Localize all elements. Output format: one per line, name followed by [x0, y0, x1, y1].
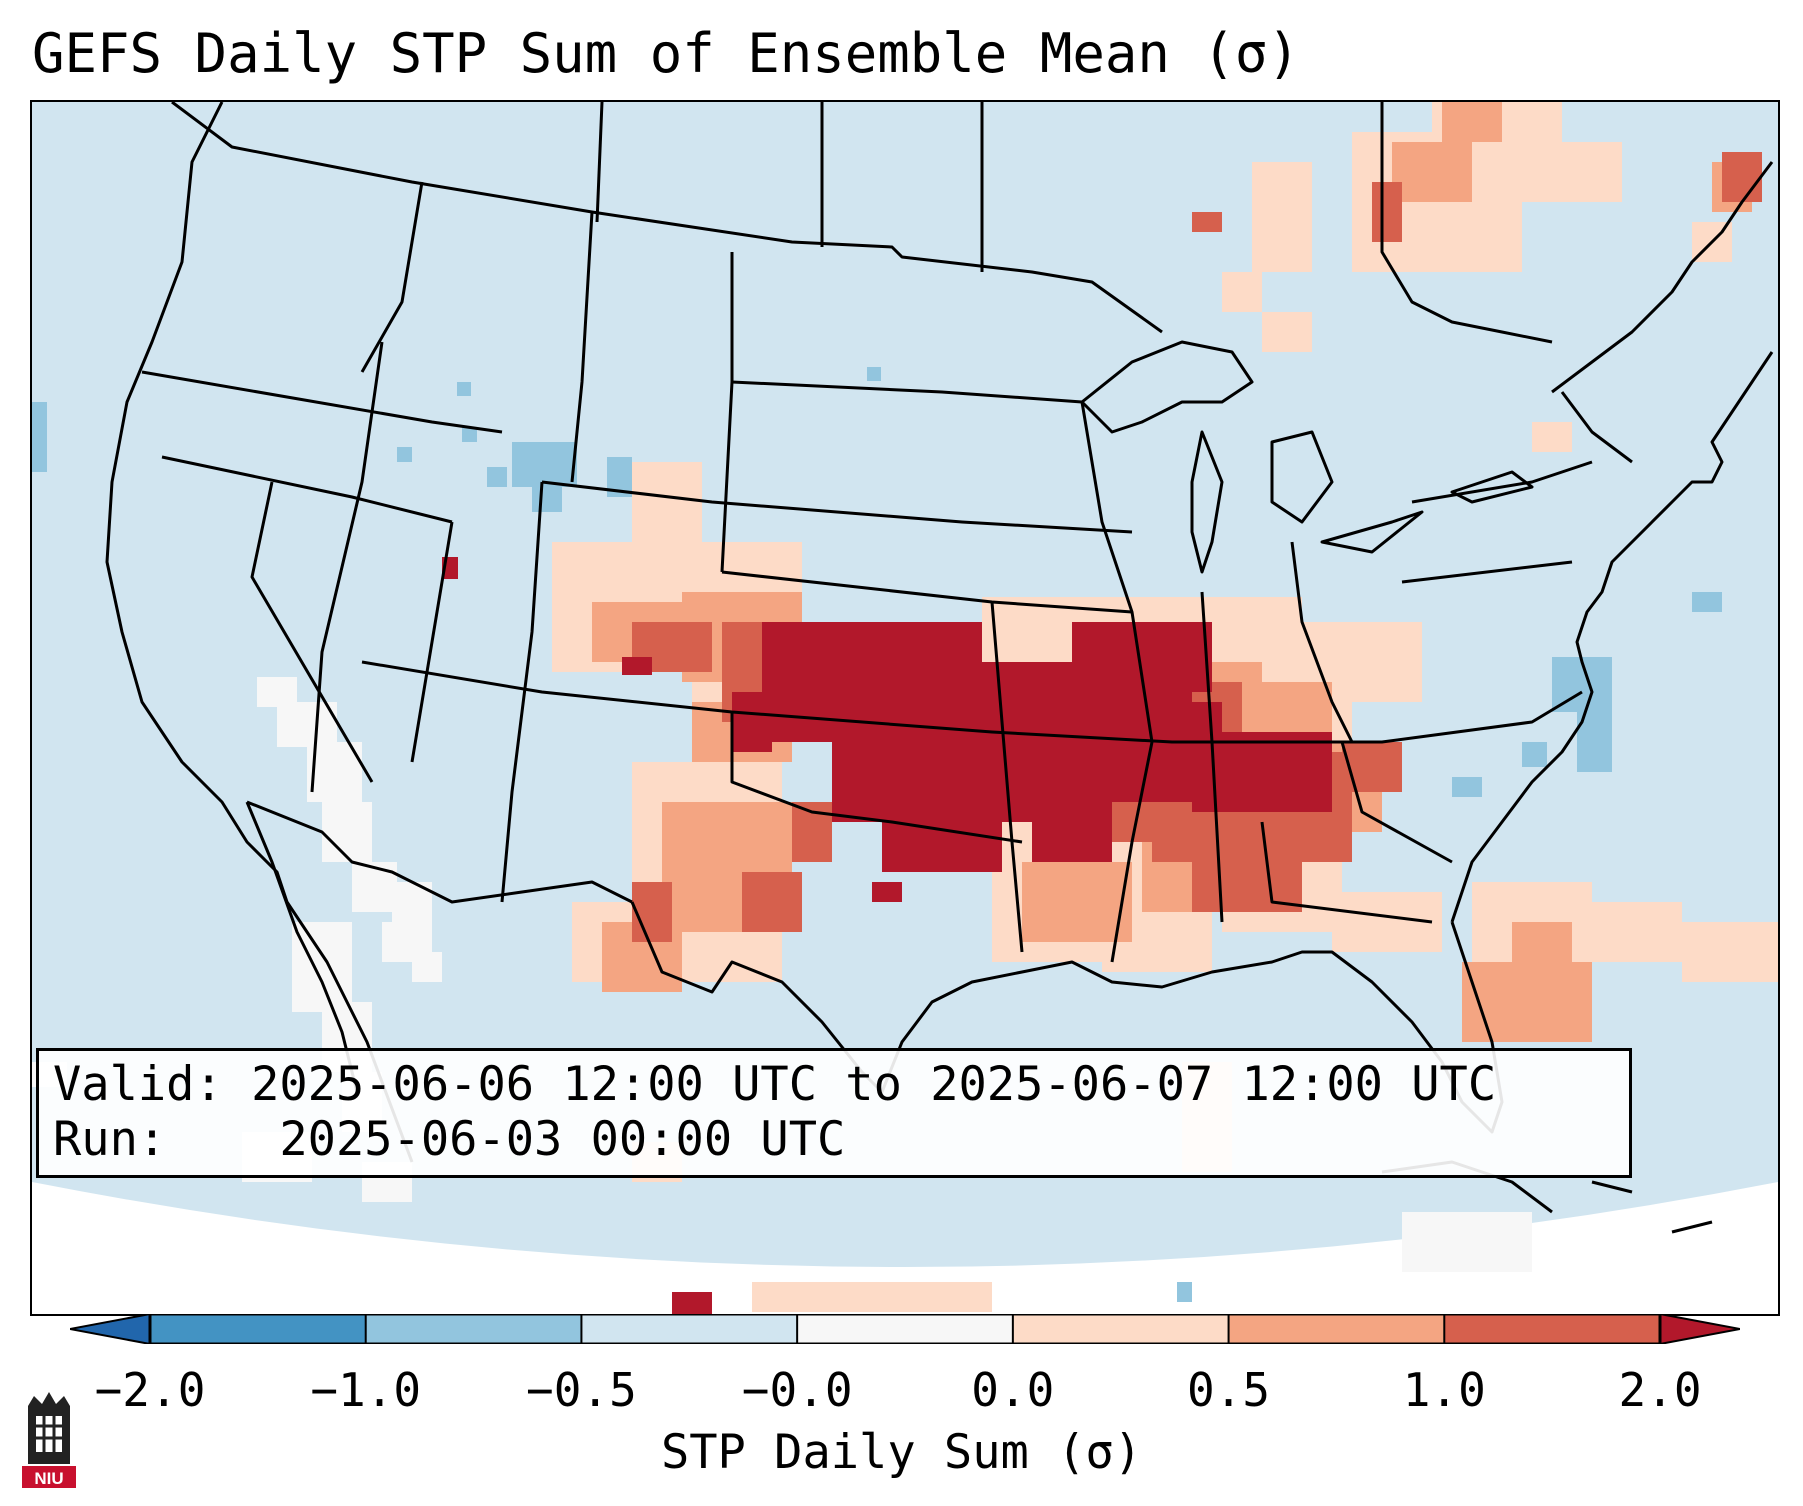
hispaniola [1591, 1180, 1633, 1194]
hudson-bay [1380, 102, 1553, 344]
colorbar-extend-max [1659, 1314, 1740, 1344]
al-ga-fl [1260, 821, 1433, 924]
ut-co [410, 521, 454, 763]
ks-mo-ar-la [990, 601, 1024, 953]
wy-ne [541, 480, 1133, 534]
info-box: Valid: 2025-06-06 12:00 UTC to 2025-06-0… [36, 1048, 1632, 1178]
logo-badge [22, 1466, 76, 1488]
valid-row: Valid: 2025-06-06 12:00 UTC to 2025-06-0… [53, 1057, 1629, 1112]
atlantic-coastline [1450, 351, 1774, 923]
colorbar-tick-label: −0.5 [526, 1363, 637, 1417]
lake-huron [1270, 430, 1334, 524]
pacific-coastline [105, 102, 414, 1163]
lake-ontario [1450, 470, 1534, 504]
run-row: Run: 2025-06-03 00:00 UTC [53, 1112, 1629, 1167]
canada-east-coast [1551, 161, 1774, 394]
puerto-rico [1671, 1220, 1713, 1234]
colorbar-segment [1228, 1314, 1445, 1344]
colorbar-tick-label: −1.0 [310, 1363, 422, 1417]
colorbar-segment [1012, 1314, 1230, 1344]
36th-parallel [361, 660, 1583, 744]
university-tower-icon: NIU [22, 1392, 76, 1488]
ab-sk [595, 102, 604, 223]
colorbar-segments [150, 1314, 1661, 1344]
or-ca-line [161, 455, 453, 524]
colorbar [70, 1314, 1740, 1344]
mississippi [1080, 401, 1154, 963]
logo-text: NIU [34, 1469, 63, 1488]
new-england [1560, 391, 1633, 464]
us-canada-border [171, 102, 1163, 334]
mt-wy-line [570, 211, 594, 483]
colorbar-segment [365, 1314, 582, 1344]
run-label: Run: [53, 1112, 167, 1167]
map-title: GEFS Daily STP Sum of Ensemble Mean (σ) [32, 22, 1300, 85]
colorbar-tick-label: −2.0 [94, 1363, 206, 1417]
us-mexico-border [246, 800, 633, 904]
colorbar-segment [150, 1314, 367, 1344]
colorbar-extend-min [70, 1314, 151, 1344]
colorbar-ticks [149, 1314, 1661, 1344]
run-value: 2025-06-03 00:00 UTC [279, 1112, 846, 1167]
lake-michigan [1190, 430, 1224, 574]
colorbar-tick-label: 1.0 [1402, 1363, 1486, 1417]
colorbar-tick-label: −0.0 [741, 1363, 853, 1417]
wa-or-line [141, 370, 503, 434]
az-nm [500, 481, 544, 903]
colorbar-tick-label: 0.5 [1187, 1363, 1271, 1417]
domain-edge [32, 1182, 1778, 1314]
colorbar-tick-label: 0.0 [971, 1363, 1055, 1417]
in-il-ky [1200, 591, 1224, 923]
sd-mn [731, 380, 1083, 404]
baja-coast [245, 801, 359, 1093]
pa-ny [1401, 560, 1573, 584]
valid-label: Valid: [53, 1057, 223, 1112]
bc-alberta [360, 181, 424, 373]
colorbar-tick-label: 2.0 [1618, 1363, 1702, 1417]
lake-erie [1320, 510, 1424, 554]
nv-id-ut [310, 341, 384, 793]
colorbar-label: STP Daily Sum (σ) [660, 1425, 1143, 1480]
ny-north [1411, 460, 1593, 504]
ok-tx [730, 712, 1023, 844]
valid-value: 2025-06-06 12:00 UTC to 2025-06-07 12:00… [251, 1057, 1497, 1112]
colorbar-segment [1444, 1314, 1661, 1344]
ga-sc [1340, 741, 1453, 864]
lake-superior [1080, 340, 1254, 434]
boundary-lines [105, 102, 1774, 1234]
oh-wv [1290, 541, 1354, 743]
colorbar-segment [581, 1314, 798, 1344]
colorbar-segment [797, 1314, 1014, 1344]
ca-nv-line [250, 481, 374, 783]
